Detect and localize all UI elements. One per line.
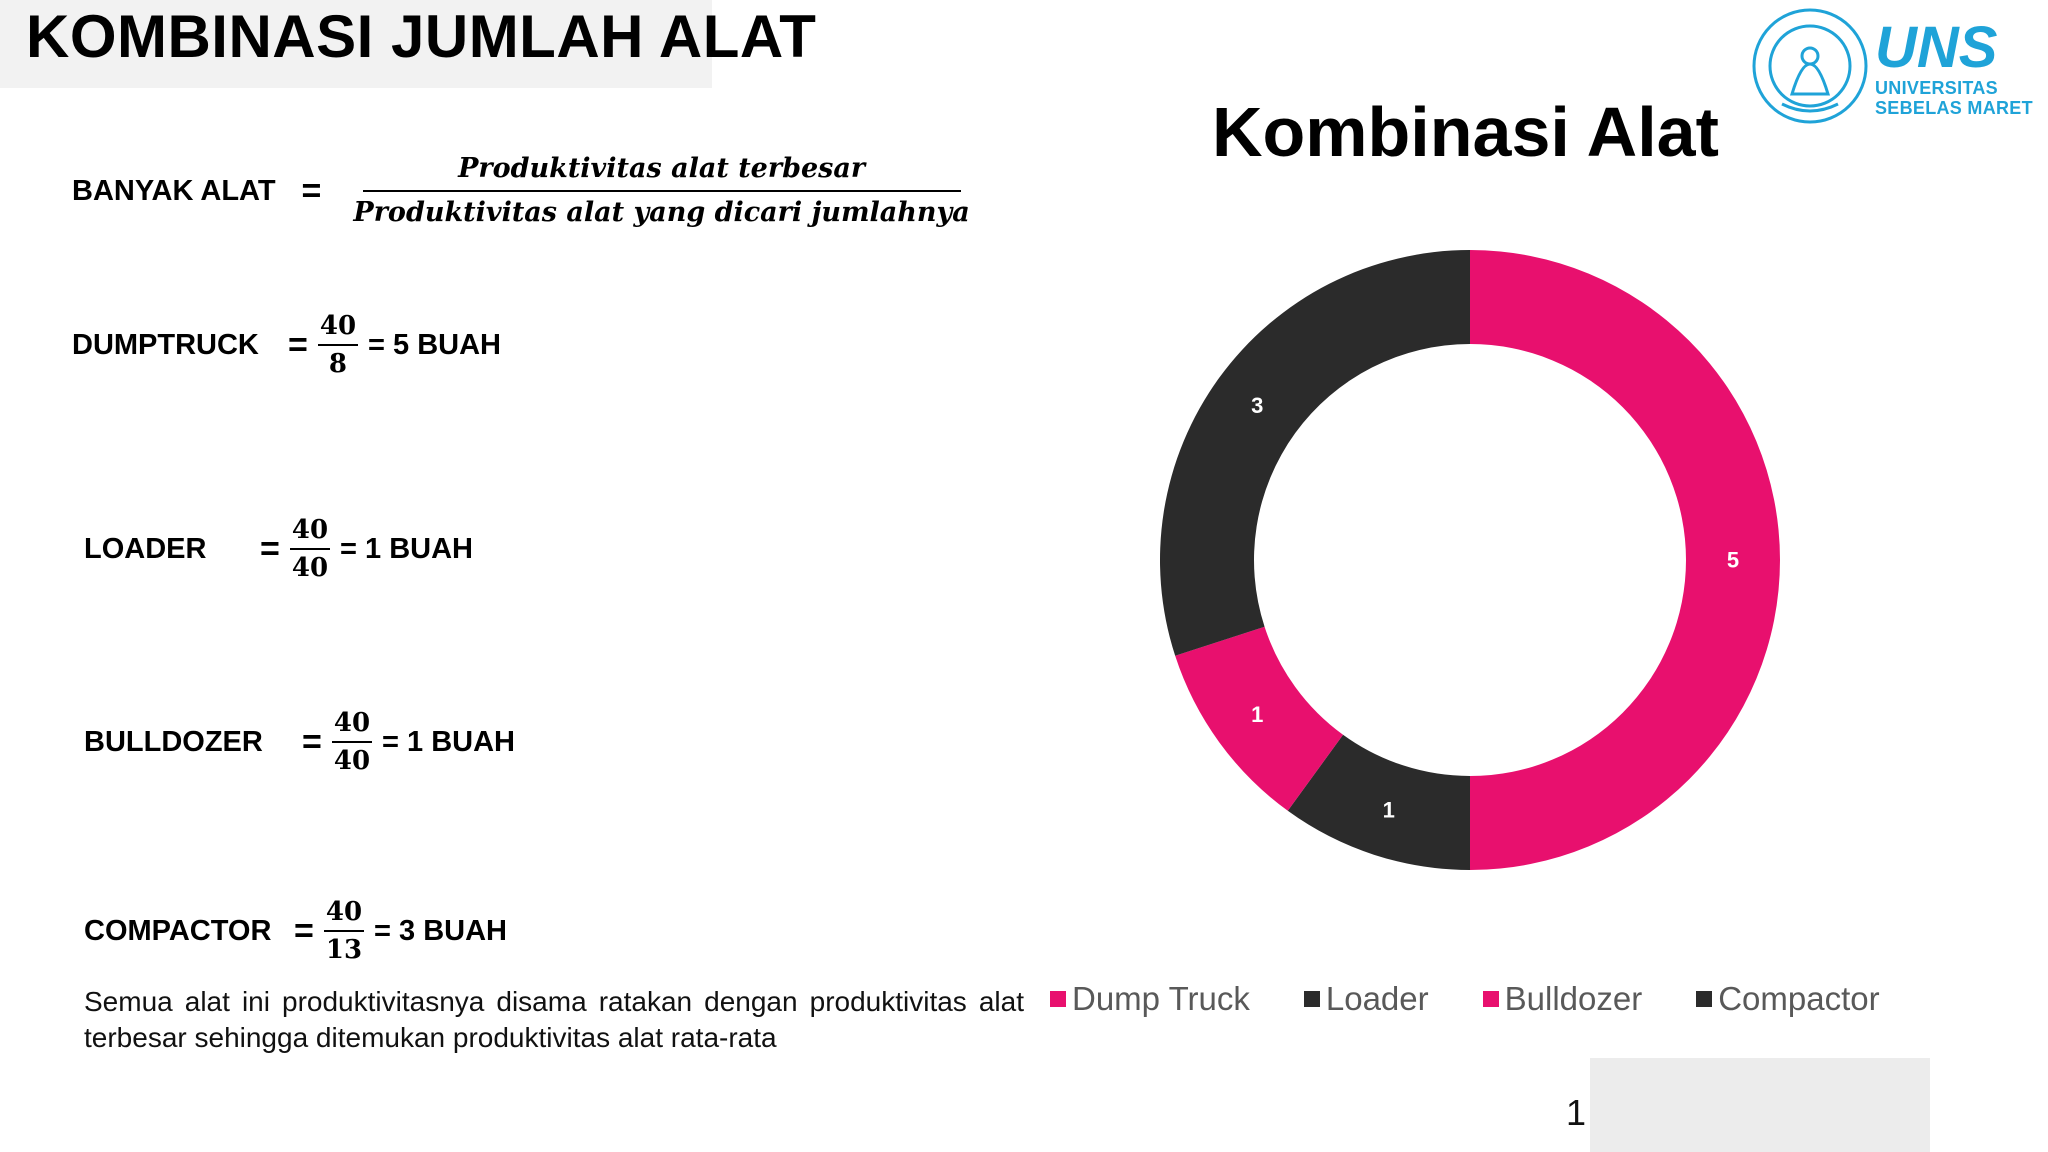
formula-main: BANYAK ALAT = Produktivitas alat terbesa… [72,150,972,232]
row-result: = 1 BUAH [382,725,515,758]
logo-line2: SEBELAS MARET [1875,98,2033,118]
legend-label: Compactor [1718,980,1880,1017]
row-denominator: 40 [291,553,329,583]
legend-swatch [1050,991,1066,1007]
row-bulldozer: BULLDOZER = 40 40 = 1 BUAH [84,707,515,777]
row-eq: = [302,722,322,761]
row-denominator: 8 [328,349,347,379]
row-numerator: 40 [317,310,359,346]
legend-swatch [1482,991,1499,1007]
donut-slice-compactor [1160,250,1470,656]
row-label: COMPACTOR [84,914,272,947]
slide-title: KOMBINASI JUMLAH ALAT [26,3,817,70]
donut-data-label: 1 [1383,798,1395,823]
legend-item: Bulldozer [1482,980,1643,1018]
legend-swatch [1303,991,1320,1007]
row-fraction: 40 40 [331,707,373,777]
row-result: = 3 BUAH [374,914,507,947]
donut-data-label: 3 [1251,393,1263,418]
formula-main-numerator: Produktivitas alat terbesar [362,150,961,192]
row-fraction: 40 8 [317,310,359,380]
legend-item: Dump Truck [1050,980,1250,1018]
formula-main-fraction: Produktivitas alat terbesar Produktivita… [351,150,971,232]
note-text: Semua alat ini produktivitasnya disama r… [84,986,1024,1053]
legend-item: Compactor [1696,980,1880,1018]
legend-item: Loader [1303,980,1429,1018]
uns-logo-text: UNS UNIVERSITAS SEBELAS MARET [1875,15,2033,119]
row-fraction: 40 13 [323,896,365,966]
legend-label: Dump Truck [1072,980,1250,1017]
row-label: DUMPTRUCK [72,328,259,361]
donut-slice-dump-truck [1470,250,1780,870]
row-label: LOADER [84,532,207,565]
uns-logo-emblem [1752,8,1868,124]
legend-label: Bulldozer [1504,980,1643,1017]
row-label: BULLDOZER [84,725,263,758]
formula-main-eq: = [301,171,322,210]
row-numerator: 40 [323,896,365,932]
chart-legend: Dump Truck Loader Bulldozer Compactor [1050,980,1880,1018]
row-result: = 1 BUAH [340,532,473,565]
formula-main-denominator: Produktivitas alat yang dicari jumlahnya [353,197,970,228]
donut-data-label: 5 [1727,548,1739,573]
row-denominator: 40 [333,746,371,776]
donut-slice-bulldozer [1175,626,1344,811]
donut-slice-loader [1287,734,1470,870]
row-eq: = [260,529,280,568]
donut-data-label: 1 [1251,702,1263,727]
row-denominator: 13 [325,935,363,965]
logo-name: UNS [1875,15,1998,80]
logo-line1: UNIVERSITAS [1875,78,1998,98]
page-number: 1 [1566,1092,1587,1133]
row-dumptruck: DUMPTRUCK = 40 8 = 5 BUAH [72,310,501,380]
row-eq: = [294,911,314,950]
background-patch [1590,1058,1930,1152]
row-numerator: 40 [331,707,373,743]
legend-label: Loader [1325,980,1429,1017]
row-fraction: 40 40 [289,514,331,584]
formula-main-label: BANYAK ALAT [72,174,276,207]
row-numerator: 40 [289,514,331,550]
title-bar [0,0,712,88]
row-eq: = [288,325,308,364]
donut-chart: 5 1 1 3 [1160,250,1780,870]
chart-title: Kombinasi Alat [1212,93,1719,171]
row-result: = 5 BUAH [368,328,501,361]
legend-swatch [1696,991,1713,1007]
row-compactor: COMPACTOR = 40 13 = 3 BUAH [84,896,507,966]
row-loader: LOADER = 40 40 = 1 BUAH [84,514,473,584]
